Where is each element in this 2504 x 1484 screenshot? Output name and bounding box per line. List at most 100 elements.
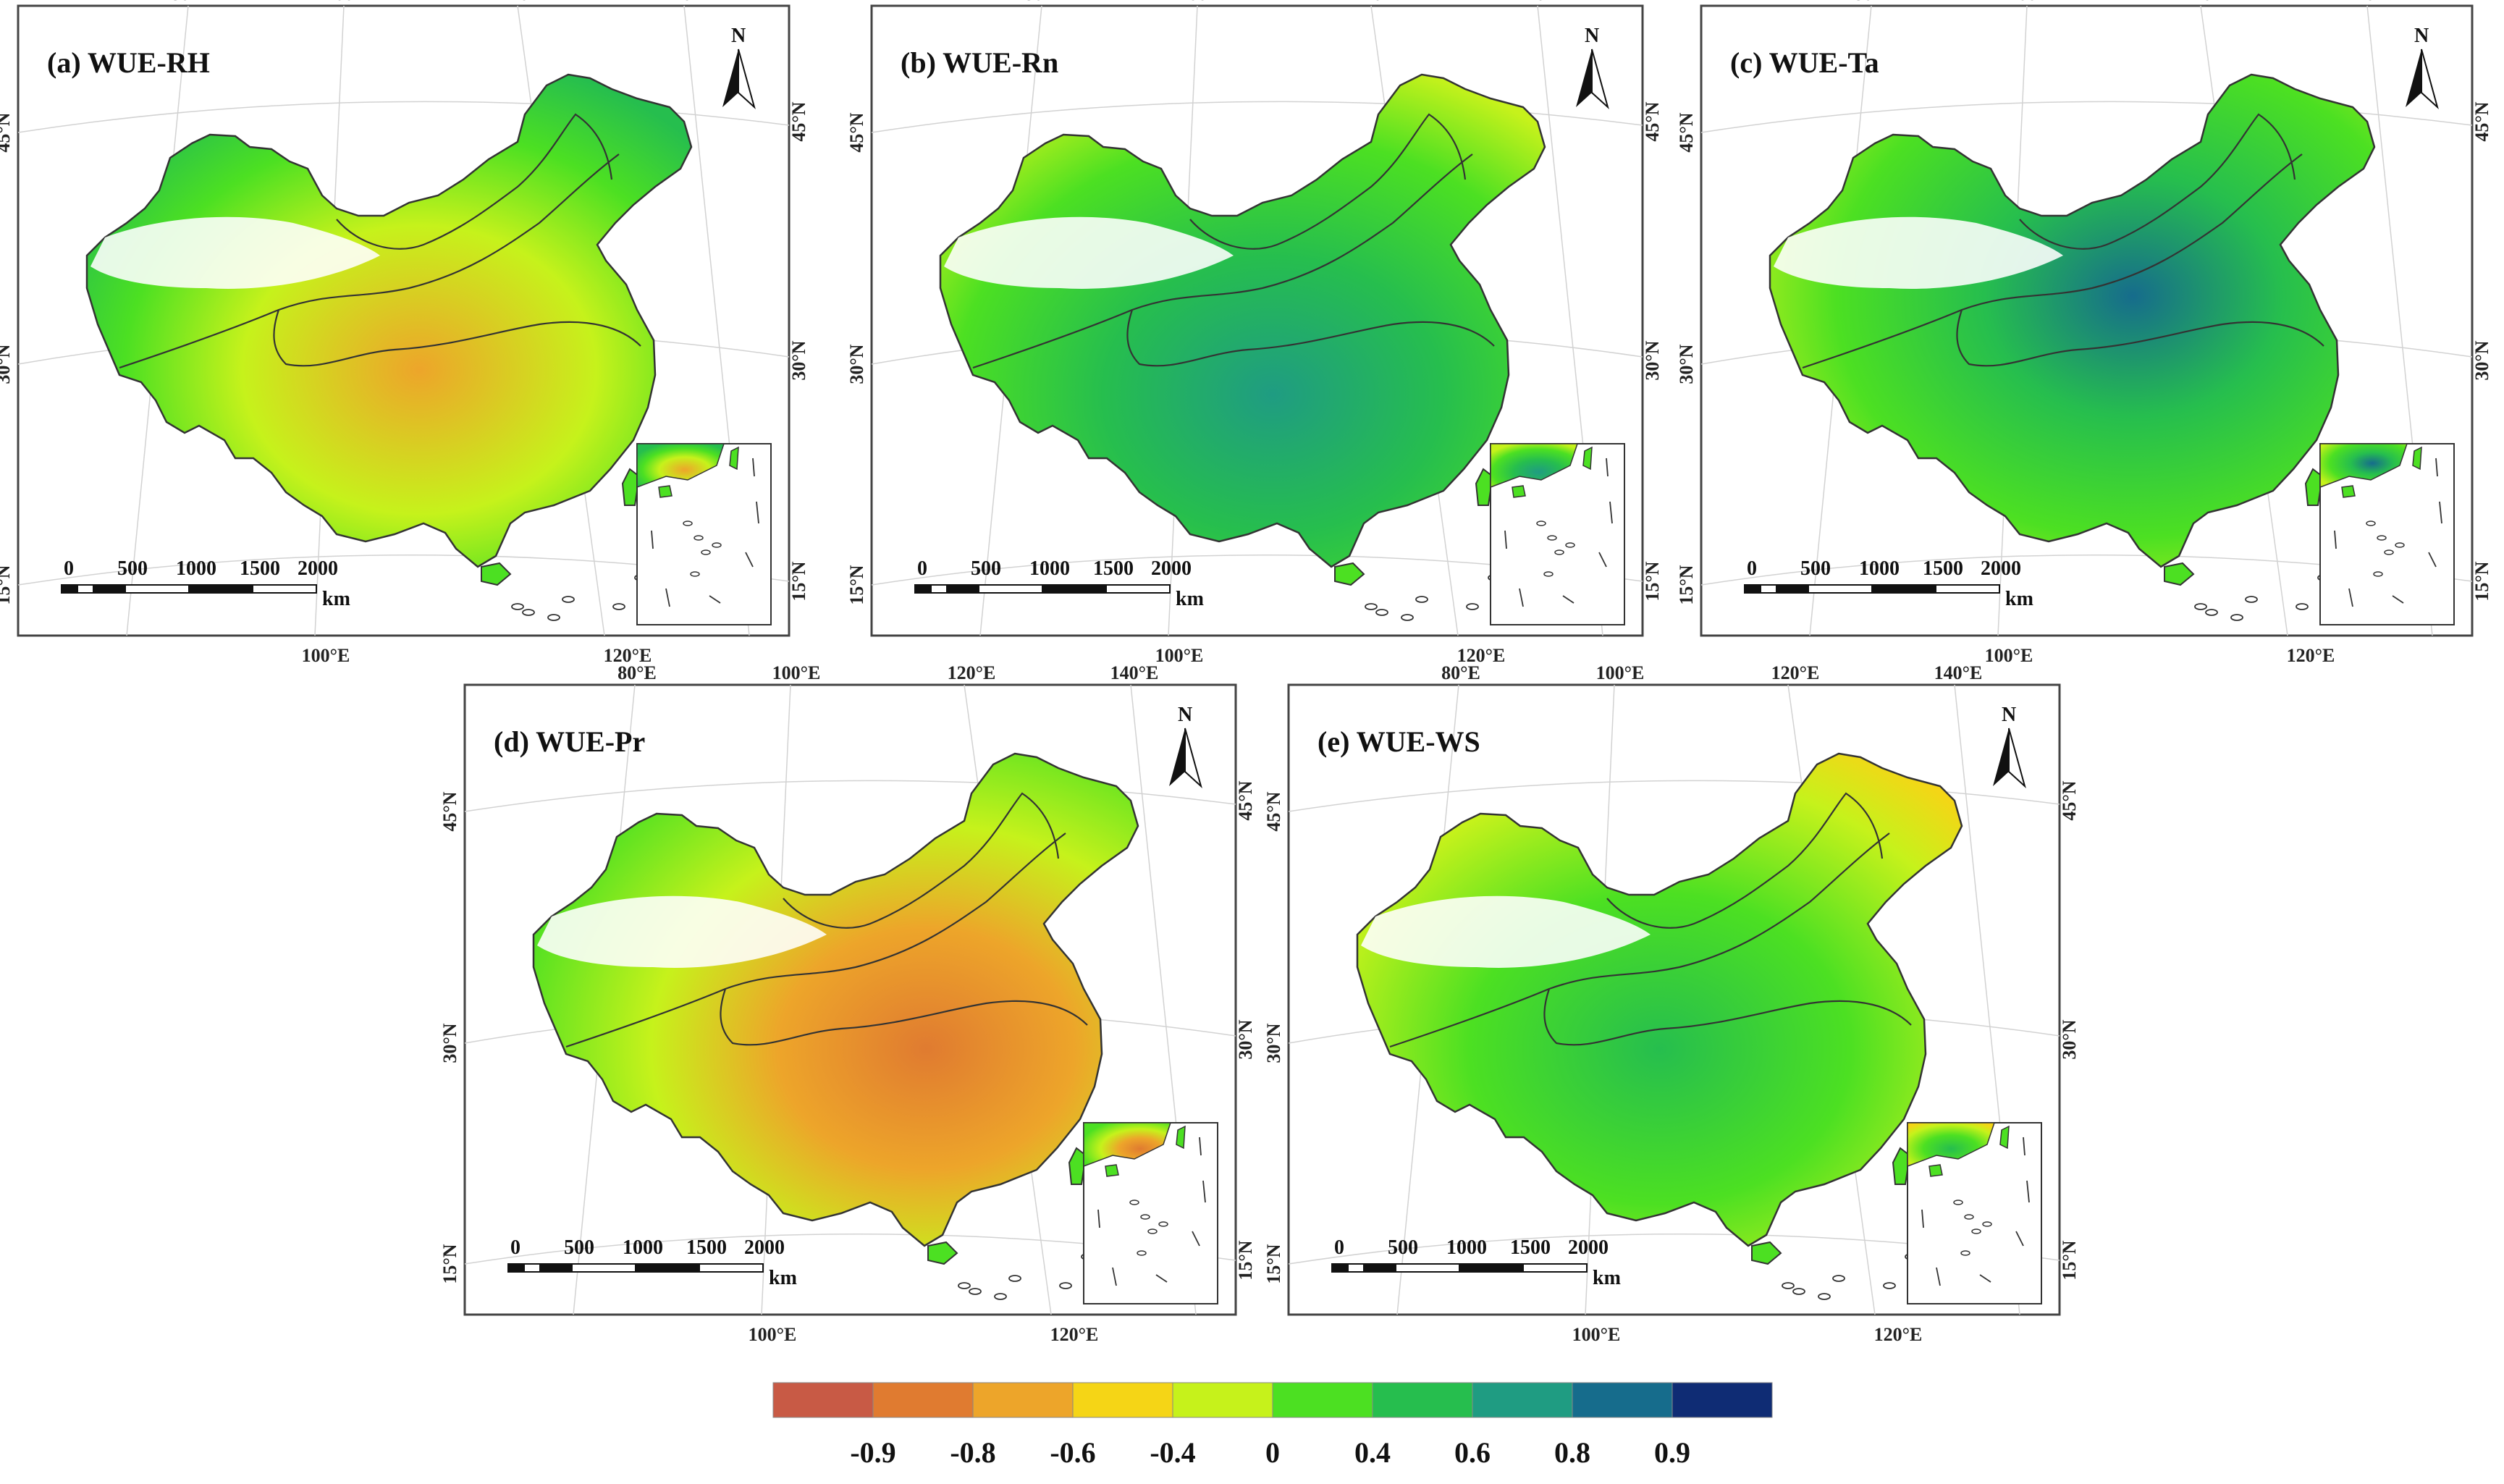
longitude-label: 140°E <box>2347 0 2395 4</box>
scale-bar-tick: 1000 <box>1029 557 1070 580</box>
legend-swatch <box>1372 1382 1473 1418</box>
latitude-label: 30°N <box>846 344 867 384</box>
north-arrow-icon: N <box>722 25 756 110</box>
latitude-label: 15°N <box>0 565 14 604</box>
legend-swatch <box>1172 1382 1273 1418</box>
longitude-label: 120°E <box>1354 0 1403 4</box>
latitude-label: 15°N <box>1235 1240 1256 1280</box>
longitude-label: 100°E <box>1596 662 1645 683</box>
latitude-label: 15°N <box>1676 565 1697 604</box>
longitude-label: 120°E <box>501 0 549 4</box>
scale-bar-tick: 0 <box>1334 1236 1344 1259</box>
longitude-label: 120°E <box>1050 1324 1099 1345</box>
latitude-label: 15°N <box>788 561 809 601</box>
longitude-label: 140°E <box>1934 662 1983 683</box>
longitude-label: 80°E <box>1024 0 1063 4</box>
no-data-region <box>944 216 1234 289</box>
latitude-label: 30°N <box>2471 340 2492 380</box>
longitude-label: 100°E <box>772 662 821 683</box>
scale-bar-tick: 0 <box>64 557 74 580</box>
latitude-label: 45°N <box>0 112 14 152</box>
longitude-label: 80°E <box>1854 0 1893 4</box>
north-arrow-icon: N <box>1993 704 2026 789</box>
legend-label: 0.4 <box>1354 1436 1391 1469</box>
longitude-label: 100°E <box>1179 0 1228 4</box>
map-panel: (b) WUE-Rn N 80°E 100°E 120°E 140°E 100°E 120°E… <box>846 0 1663 666</box>
legend-swatch <box>972 1382 1074 1418</box>
scale-bar-tick: 0 <box>1747 557 1757 580</box>
scale-bar-unit: km <box>322 588 350 610</box>
legend-swatch <box>1272 1382 1373 1418</box>
longitude-label: 100°E <box>749 1324 797 1345</box>
scale-bar-tick: 1500 <box>1093 557 1134 580</box>
legend-label: 0 <box>1265 1436 1280 1469</box>
latitude-label: 45°N <box>1263 791 1284 831</box>
legend-label: 0.9 <box>1654 1436 1690 1469</box>
inset-map <box>1490 443 1625 625</box>
scale-bar: 0 500 1000 1500 2000 km <box>1744 557 2033 610</box>
inset-map <box>1083 1122 1218 1304</box>
scale-bar-unit: km <box>1176 588 1204 610</box>
latitude-label: 30°N <box>1676 344 1697 384</box>
scale-bar: 0 500 1000 1500 2000 km <box>61 557 350 610</box>
scale-bar-tick: 1000 <box>176 557 216 580</box>
longitude-label: 120°E <box>2184 0 2233 4</box>
scale-bar-tick: 500 <box>971 557 1001 580</box>
latitude-label: 30°N <box>0 344 14 384</box>
scale-bar-unit: km <box>769 1267 797 1289</box>
latitude-label: 30°N <box>1263 1023 1284 1063</box>
scale-bar-tick: 2000 <box>1568 1236 1609 1259</box>
legend-swatch <box>872 1382 974 1418</box>
no-data-region <box>90 216 380 289</box>
inset-map <box>1907 1122 2042 1304</box>
longitude-label: 80°E <box>1441 662 1480 683</box>
scale-bar-tick: 1500 <box>686 1236 727 1259</box>
scale-bar-tick: 2000 <box>1151 557 1192 580</box>
north-arrow-letter: N <box>1178 704 1192 726</box>
latitude-label: 15°N <box>439 1244 460 1283</box>
longitude-label: 100°E <box>1572 1324 1621 1345</box>
inset-map <box>636 443 772 625</box>
legend-label: -0.6 <box>1050 1436 1095 1469</box>
latitude-label: 45°N <box>439 791 460 831</box>
no-data-region <box>537 895 827 968</box>
no-data-region <box>1361 895 1651 968</box>
north-arrow-letter: N <box>2002 704 2016 726</box>
legend-label: -0.8 <box>950 1436 995 1469</box>
north-arrow-icon: N <box>1576 25 1609 110</box>
longitude-label: 100°E <box>302 645 350 666</box>
latitude-label: 45°N <box>1642 101 1663 141</box>
north-arrow-letter: N <box>2414 25 2429 47</box>
latitude-label: 45°N <box>788 101 809 141</box>
scale-bar: 0 500 1000 1500 2000 km <box>1331 1236 1621 1289</box>
longitude-label: 80°E <box>171 0 210 4</box>
scale-bar-tick: 1000 <box>1446 1236 1487 1259</box>
longitude-label: 140°E <box>1110 662 1159 683</box>
latitude-label: 30°N <box>439 1023 460 1063</box>
scale-bar-tick: 500 <box>1800 557 1831 580</box>
scale-bar-unit: km <box>2005 588 2033 610</box>
map-panel: (a) WUE-RH N 80°E 100°E 120°E 140°E 100°E 120°E… <box>0 0 809 666</box>
scale-bar-tick: 2000 <box>298 557 338 580</box>
longitude-label: 120°E <box>1457 645 1506 666</box>
inset-map <box>2319 443 2455 625</box>
scale-bar-tick: 0 <box>510 1236 520 1259</box>
legend-swatch <box>1072 1382 1173 1418</box>
latitude-label: 45°N <box>2059 780 2080 820</box>
panel-title: (e) WUE-WS <box>1318 725 1480 758</box>
map-panel: (c) WUE-Ta N 80°E 100°E 120°E 140°E 100°E 120°E… <box>1676 0 2492 666</box>
scale-bar-tick: 0 <box>917 557 927 580</box>
scale-bar-tick: 2000 <box>744 1236 785 1259</box>
legend-swatch <box>1672 1382 1773 1418</box>
south-sea-islands <box>958 1253 1094 1300</box>
panel-title: (d) WUE-Pr <box>494 725 645 758</box>
longitude-label: 120°E <box>948 662 996 683</box>
north-arrow-icon: N <box>1169 704 1202 789</box>
scale-bar-tick: 2000 <box>1981 557 2021 580</box>
scale-bar-tick: 500 <box>1388 1236 1418 1259</box>
latitude-label: 15°N <box>1263 1244 1284 1283</box>
latitude-label: 15°N <box>2471 561 2492 601</box>
panel-title: (c) WUE-Ta <box>1730 46 1879 79</box>
legend-swatch <box>772 1382 874 1418</box>
longitude-label: 100°E <box>2009 0 2057 4</box>
